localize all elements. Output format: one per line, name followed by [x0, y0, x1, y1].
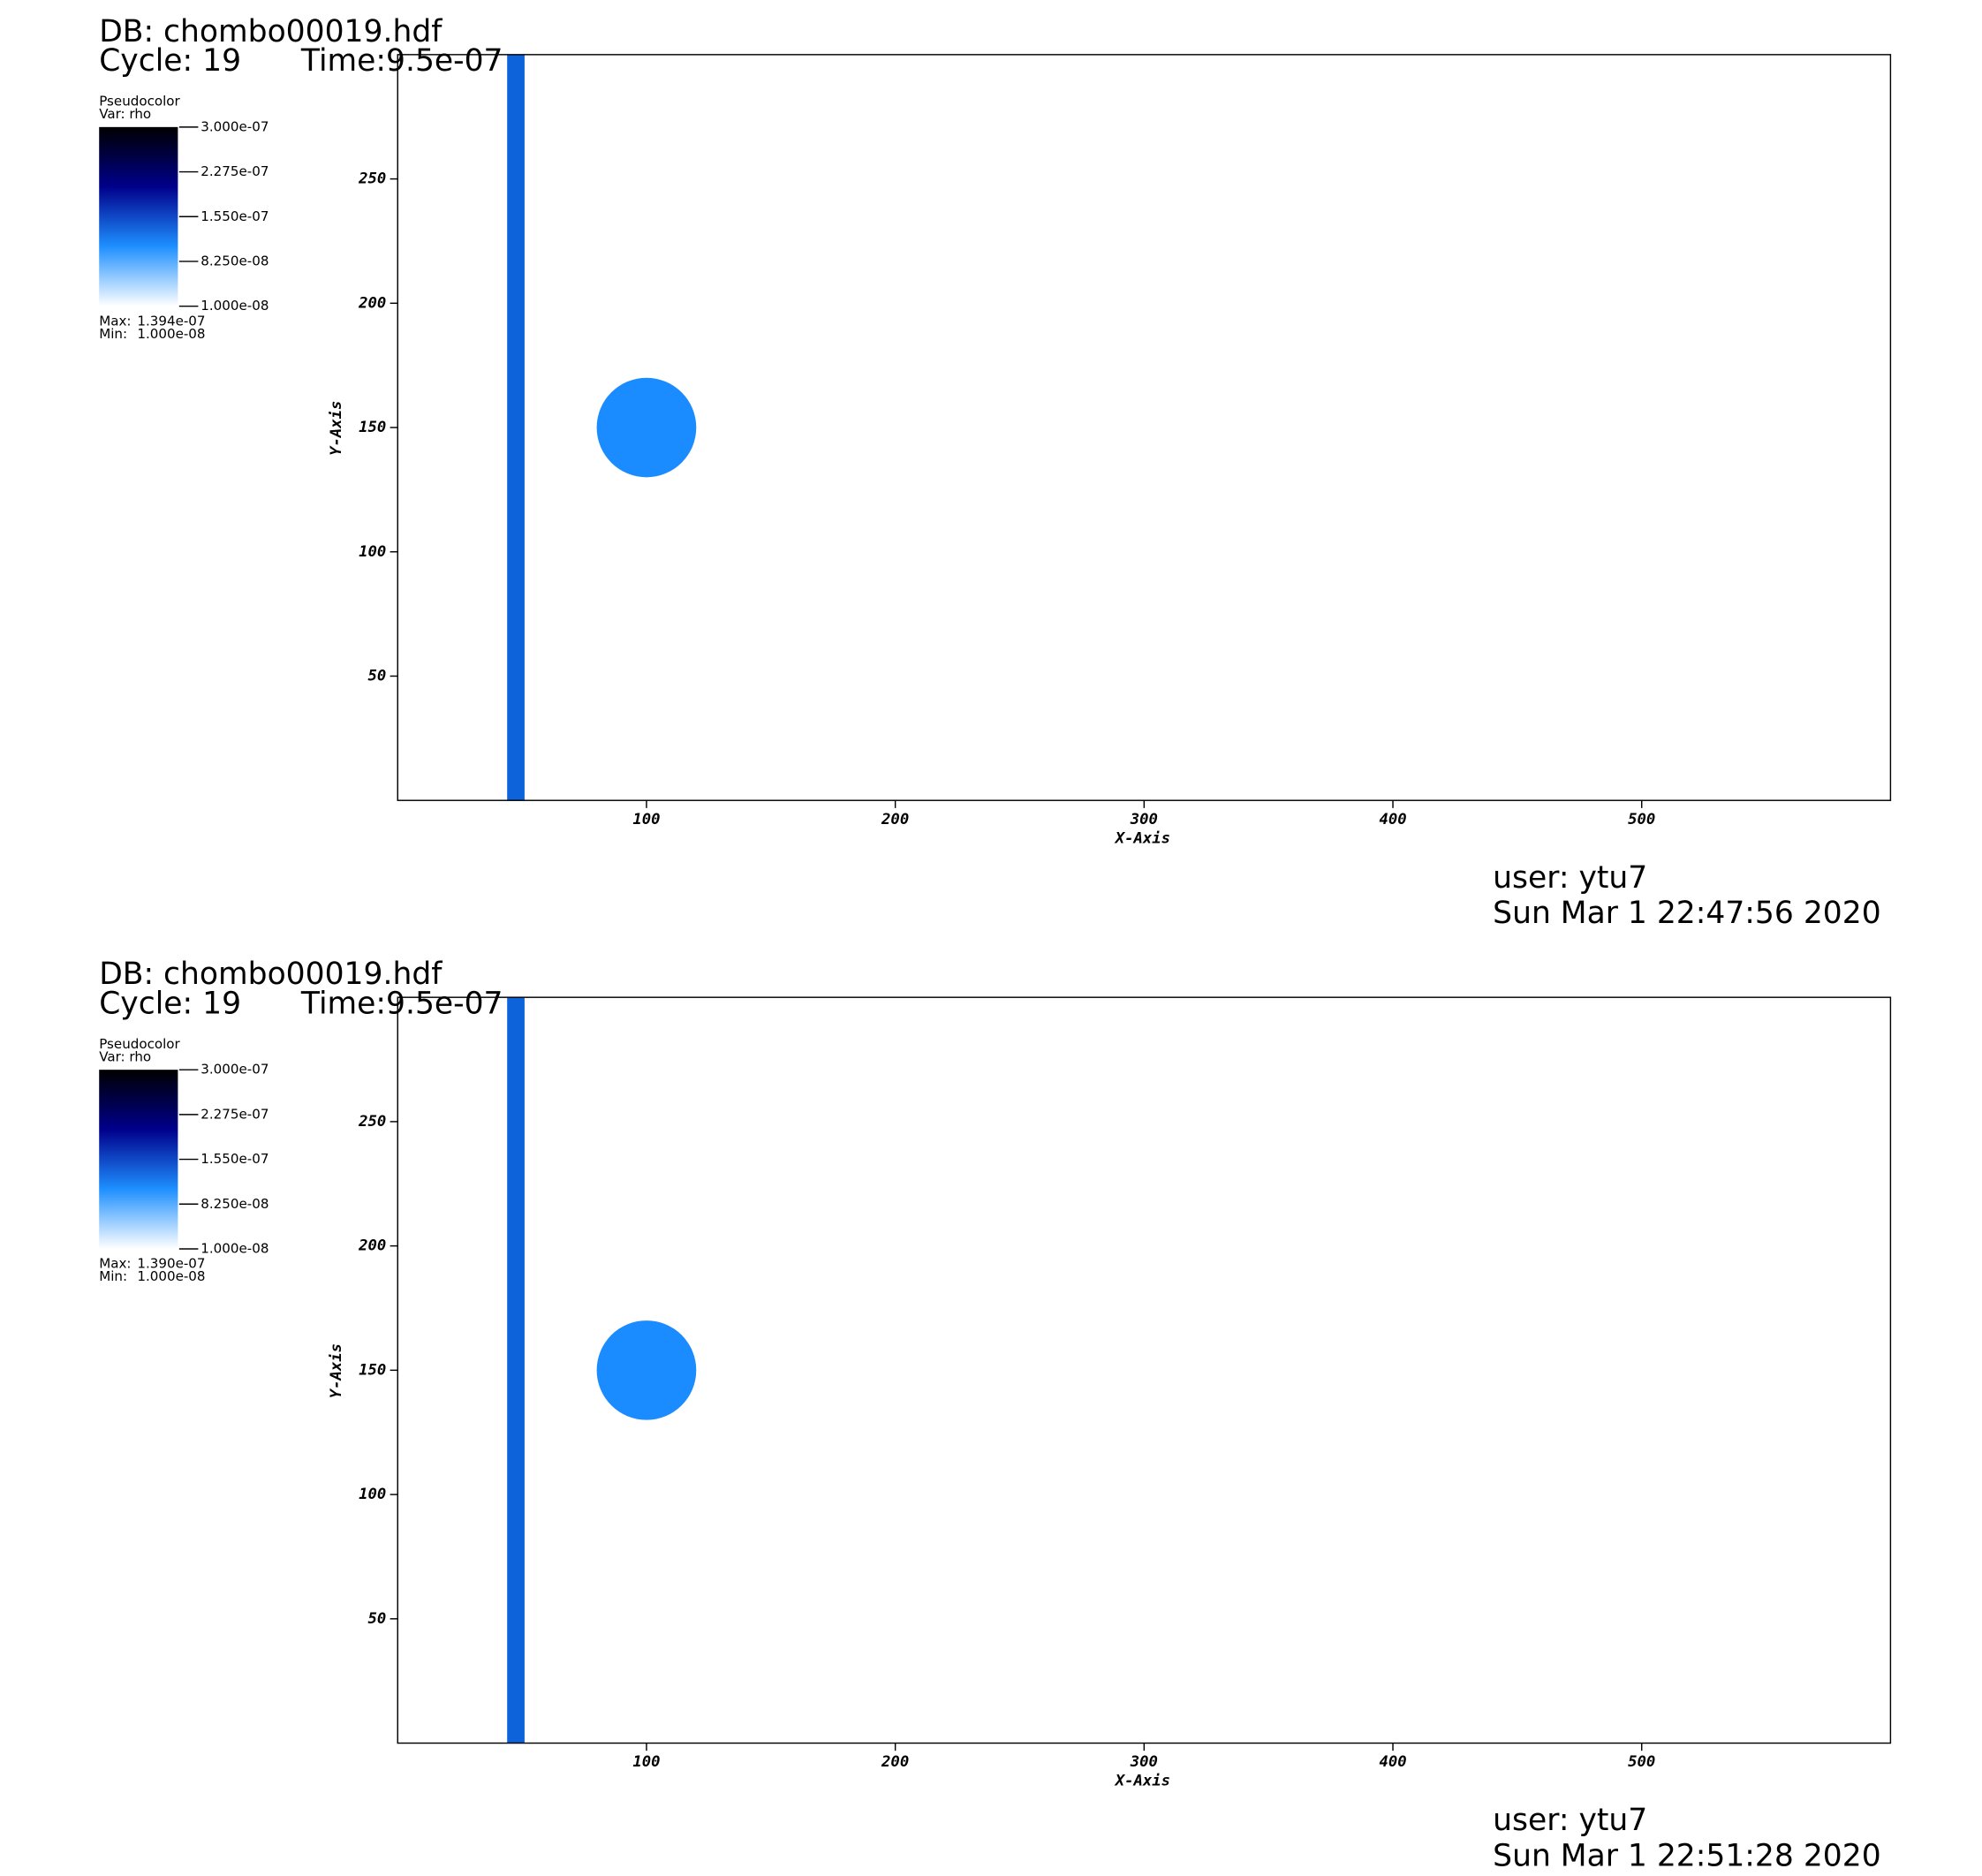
- colorbar-tick-label: 1.000e-08: [200, 1240, 269, 1256]
- y-tick-label: 100: [359, 543, 386, 561]
- x-tick-label: 300: [1130, 1753, 1158, 1771]
- y-axis-label: Y-Axis: [328, 401, 345, 456]
- colorbar: [99, 126, 178, 306]
- db-title: DB: chombo00019.hdf: [99, 14, 443, 49]
- colorbar-tick-label: 1.000e-08: [200, 298, 269, 314]
- colorbar-tick-label: 1.550e-07: [200, 208, 269, 224]
- x-tick-label: 500: [1628, 1753, 1655, 1771]
- band: [507, 997, 525, 1744]
- colorbar-tick-label: 8.250e-08: [200, 1196, 269, 1212]
- colorbar-tick-label: 1.550e-07: [200, 1151, 269, 1167]
- x-axis-label: X-Axis: [1114, 1773, 1170, 1790]
- band: [507, 54, 525, 801]
- y-tick-label: 250: [358, 170, 386, 188]
- legend-title: Pseudocolor: [99, 1036, 180, 1052]
- legend-var: Var: rho: [99, 1048, 151, 1064]
- legend-var: Var: rho: [99, 106, 151, 122]
- colorbar-tick-label: 8.250e-08: [200, 253, 269, 269]
- colorbar-tick-label: 2.275e-07: [200, 1106, 269, 1122]
- x-tick-label: 400: [1379, 1753, 1406, 1771]
- x-tick-label: 100: [632, 1753, 660, 1771]
- date: Sun Mar 1 22:51:28 2020: [1493, 1838, 1880, 1873]
- min-value: 1.000e-08: [137, 326, 205, 342]
- y-tick-label: 200: [358, 1237, 386, 1255]
- x-tick-label: 100: [632, 811, 660, 828]
- colorbar: [99, 1070, 178, 1249]
- user: user: ytu7: [1493, 860, 1647, 896]
- y-tick-label: 250: [358, 1113, 386, 1131]
- min-label: Min:: [99, 1268, 127, 1284]
- y-tick-label: 150: [359, 1361, 386, 1379]
- y-tick-label: 150: [359, 419, 386, 436]
- colorbar-tick-label: 3.000e-07: [200, 118, 269, 134]
- y-axis-label: Y-Axis: [328, 1343, 345, 1398]
- x-tick-label: 500: [1628, 811, 1655, 828]
- legend-title: Pseudocolor: [99, 94, 180, 110]
- y-tick-label: 200: [358, 294, 386, 312]
- y-tick-label: 100: [359, 1486, 386, 1503]
- max-value: 1.394e-07: [137, 313, 205, 329]
- colorbar-tick-label: 3.000e-07: [200, 1062, 269, 1078]
- max-label: Max:: [99, 1256, 131, 1272]
- user: user: ytu7: [1493, 1803, 1647, 1838]
- disk: [596, 1320, 697, 1420]
- plot-area: [507, 54, 697, 801]
- time: Time:9.5e-07: [300, 986, 503, 1021]
- cycle: Cycle: 19: [99, 986, 241, 1021]
- x-tick-label: 200: [881, 1753, 909, 1771]
- x-axis-label: X-Axis: [1114, 829, 1170, 847]
- x-tick-label: 200: [881, 811, 909, 828]
- x-tick-label: 300: [1130, 811, 1158, 828]
- db-title: DB: chombo00019.hdf: [99, 957, 443, 992]
- plot-area: [507, 997, 697, 1744]
- cycle: Cycle: 19: [99, 43, 241, 79]
- disk: [596, 377, 697, 478]
- min-label: Min:: [99, 326, 127, 342]
- y-tick-label: 50: [368, 667, 387, 685]
- y-tick-label: 50: [368, 1610, 387, 1628]
- min-value: 1.000e-08: [137, 1268, 205, 1284]
- max-label: Max:: [99, 313, 131, 329]
- x-tick-label: 400: [1379, 811, 1406, 828]
- colorbar-tick-label: 2.275e-07: [200, 163, 269, 179]
- max-value: 1.390e-07: [137, 1256, 205, 1272]
- date: Sun Mar 1 22:47:56 2020: [1493, 896, 1880, 931]
- time: Time:9.5e-07: [300, 43, 503, 79]
